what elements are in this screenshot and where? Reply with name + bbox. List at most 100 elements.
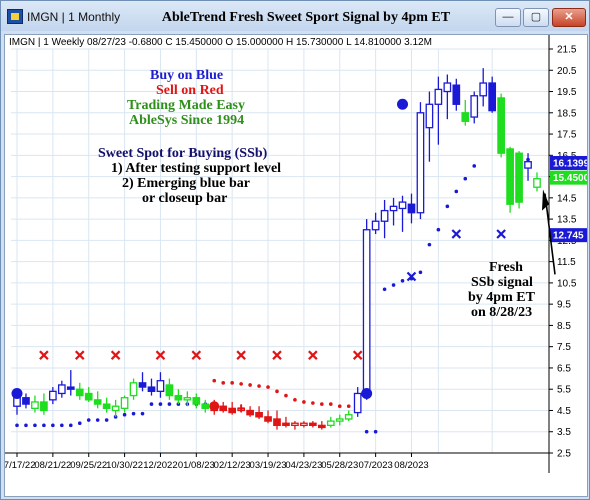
resistance-dot bbox=[302, 400, 306, 404]
candle-body bbox=[40, 401, 48, 412]
sell-x-marker bbox=[236, 350, 246, 360]
candle-body bbox=[49, 390, 57, 401]
sell-signal-circle bbox=[209, 401, 220, 412]
candle-body bbox=[228, 407, 237, 414]
candle-body bbox=[309, 422, 317, 427]
sell-x-marker bbox=[110, 350, 121, 360]
support-dot bbox=[113, 415, 118, 419]
sell-x-marker bbox=[74, 350, 85, 360]
x-tick-label: 12/2022 bbox=[143, 460, 177, 471]
sell-x-marker bbox=[155, 350, 166, 360]
resistance-dot bbox=[266, 385, 270, 389]
annotation-buy: Buy on Blue bbox=[150, 68, 224, 83]
app-chart-icon bbox=[7, 9, 23, 24]
candle-body bbox=[246, 409, 254, 416]
support-dot bbox=[445, 204, 450, 209]
candle-body bbox=[488, 82, 497, 112]
candle-body bbox=[156, 380, 165, 392]
title-bar[interactable]: IMGN | 1 Monthly AbleTrend Fresh Sweet S… bbox=[1, 1, 589, 31]
buy-x-marker bbox=[406, 271, 417, 282]
y-tick-label: 14.5 bbox=[557, 193, 577, 204]
support-dot bbox=[400, 278, 405, 283]
candle-body bbox=[165, 384, 174, 397]
price-tag-box bbox=[550, 170, 587, 185]
candle-body bbox=[192, 397, 201, 405]
candle-body bbox=[371, 220, 380, 231]
resistance-dot bbox=[337, 404, 342, 409]
y-tick-label: 6.5 bbox=[557, 363, 571, 374]
support-dot bbox=[122, 412, 127, 417]
support-dot bbox=[373, 429, 378, 434]
candle-body bbox=[31, 401, 39, 409]
candle-body bbox=[22, 397, 30, 405]
buy-signal-circle bbox=[11, 387, 23, 399]
support-dot bbox=[427, 242, 432, 247]
candle-body bbox=[138, 382, 147, 388]
candle-body bbox=[102, 403, 111, 409]
resistance-dot bbox=[284, 393, 288, 398]
candle-body bbox=[524, 161, 532, 169]
x-tick-label: 08/21/22 bbox=[34, 460, 71, 471]
x-tick-label: 07/2023 bbox=[358, 460, 392, 471]
price-tag-box bbox=[550, 228, 587, 243]
symbol-info-line: IMGN | 1 Weekly 08/27/23 -0.6800 C 15.45… bbox=[9, 37, 432, 48]
price-tag-label: 16.1399 bbox=[553, 158, 587, 169]
y-tick-label: 17.5 bbox=[557, 130, 577, 141]
resistance-dot bbox=[212, 378, 217, 383]
resistance-dot bbox=[346, 404, 351, 409]
candle-body bbox=[111, 405, 120, 412]
candle-body bbox=[147, 386, 156, 392]
resistance-dot bbox=[248, 383, 252, 387]
candle-body bbox=[443, 82, 452, 93]
x-tick-label: 03/19/23 bbox=[250, 460, 287, 471]
support-dot bbox=[463, 176, 468, 181]
window-title: IMGN | 1 Monthly bbox=[27, 10, 121, 24]
candle-body bbox=[497, 97, 505, 154]
chart-area[interactable]: 21.520.519.518.517.516.515.514.513.512.5… bbox=[4, 34, 588, 497]
resistance-dot bbox=[257, 384, 261, 388]
support-dot bbox=[418, 270, 423, 275]
candle-body bbox=[461, 112, 470, 122]
resistance-dot bbox=[239, 382, 243, 386]
x-tick-label: 07/17/22 bbox=[5, 460, 35, 471]
y-tick-label: 4.5 bbox=[557, 406, 571, 417]
candle-body bbox=[407, 203, 416, 214]
candle-body bbox=[515, 152, 523, 203]
support-dot bbox=[158, 402, 163, 406]
annotation-sweet-3: or closeup bar bbox=[142, 191, 228, 206]
maximize-button[interactable]: ▢ bbox=[523, 8, 549, 27]
sell-x-marker bbox=[39, 350, 49, 360]
y-tick-label: 5.5 bbox=[557, 385, 571, 396]
sell-x-marker bbox=[308, 350, 318, 360]
fresh-signal-arrow-line bbox=[544, 193, 556, 275]
support-dot bbox=[68, 423, 73, 428]
y-tick-label: 20.5 bbox=[557, 66, 577, 77]
support-dot bbox=[77, 421, 82, 426]
red-cross-marker bbox=[237, 404, 245, 412]
candle-body bbox=[353, 392, 362, 414]
candle-body bbox=[75, 388, 84, 397]
y-tick-label: 2.5 bbox=[557, 449, 571, 460]
fresh-signal-arrow-head bbox=[542, 189, 549, 211]
buy-x-marker bbox=[496, 229, 506, 239]
support-dot bbox=[104, 418, 109, 422]
candle-body bbox=[344, 414, 353, 420]
candle-body bbox=[273, 418, 281, 427]
y-tick-label: 21.5 bbox=[557, 45, 577, 56]
price-tag-label: 12.745 bbox=[553, 231, 584, 242]
x-tick-label: 08/2023 bbox=[394, 460, 428, 471]
annotation-sweet-title: Sweet Spot for Buying (SSb) bbox=[98, 146, 268, 161]
support-dot bbox=[436, 227, 441, 232]
minimize-button[interactable]: — bbox=[495, 8, 521, 27]
support-dot bbox=[454, 189, 459, 194]
candle-body bbox=[201, 403, 210, 409]
candle-body bbox=[93, 399, 102, 405]
price-chart[interactable]: 21.520.519.518.517.516.515.514.513.512.5… bbox=[5, 35, 587, 496]
close-button[interactable]: ✕ bbox=[552, 8, 586, 27]
annotation-fresh-1: Fresh bbox=[489, 260, 523, 275]
candle-body bbox=[84, 392, 93, 401]
support-dot bbox=[149, 402, 154, 406]
candle-body bbox=[183, 397, 192, 401]
annotation-sell: Sell on Red bbox=[156, 83, 224, 98]
